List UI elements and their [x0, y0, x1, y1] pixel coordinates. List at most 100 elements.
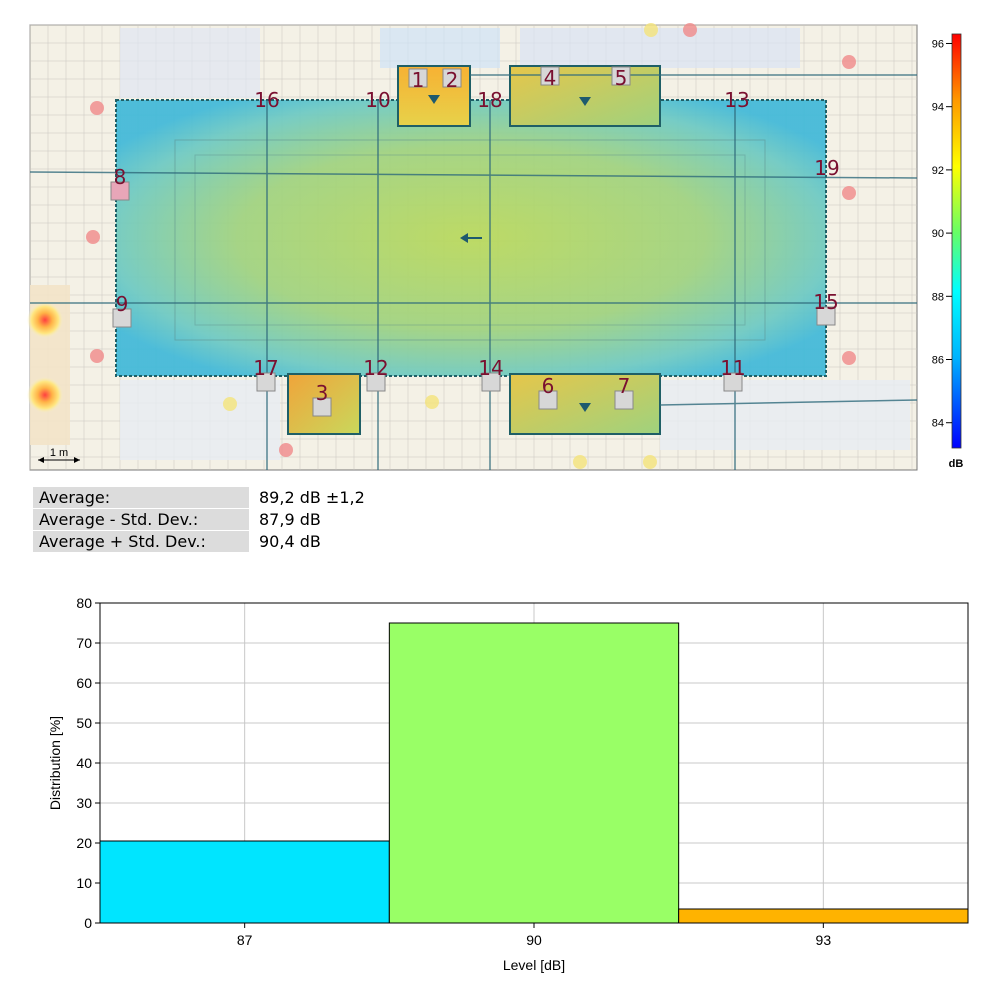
measurement-point-11: 11 [720, 356, 745, 380]
fixture-dot [223, 397, 237, 411]
measurement-point-18: 18 [477, 88, 502, 112]
colorbar-tick-label: 88 [932, 291, 944, 303]
measurement-point-15: 15 [813, 290, 838, 314]
measurement-marker [110, 181, 130, 201]
y-axis-label: Distribution [%] [47, 716, 63, 810]
heatmap-panel: 1 2 3 4 5 6 7 8 9 10 11 12 13 14 15 16 17 18 19 1 m dB 84 8… [0, 0, 1000, 480]
court-line [194, 154, 746, 326]
measurement-marker [611, 66, 631, 86]
stat-value: 87,9 dB [259, 510, 321, 529]
fixture-dot [90, 349, 104, 363]
measurement-marker [481, 372, 501, 392]
y-tick-label: 70 [76, 635, 92, 651]
measurement-marker [816, 306, 836, 326]
fixtures [86, 23, 856, 469]
room [520, 28, 800, 68]
x-axis-label: Level [dB] [503, 957, 565, 973]
measurement-point-14: 14 [478, 356, 503, 380]
scale-label: 1 m [50, 447, 68, 459]
histogram-bar-90 [388, 622, 680, 924]
measurement-marker [723, 372, 743, 392]
room [380, 28, 500, 68]
histogram-bars [99, 622, 969, 924]
colorbar-unit: dB [949, 458, 964, 470]
room [120, 28, 260, 98]
x-tick-label: 93 [816, 932, 832, 948]
colorbar-tick-label: 90 [932, 228, 944, 240]
measurement-point-12: 12 [363, 356, 388, 380]
hotspot [27, 302, 63, 338]
fixture-dot [842, 55, 856, 69]
measurement-point-3: 3 [316, 381, 329, 405]
fixture-dot [86, 230, 100, 244]
histogram-chart: 0 10 20 30 40 50 60 70 80 87 90 93 Level [dB] Dist… [47, 595, 969, 973]
y-tick-label: 50 [76, 715, 92, 731]
measurement-point-13: 13 [724, 88, 749, 112]
direction-arrows [428, 95, 591, 412]
fixture-dot [842, 186, 856, 200]
histogram-bar-93 [678, 908, 969, 924]
colorbar-tick-label: 84 [932, 418, 944, 430]
fixture-dot [842, 351, 856, 365]
measurement-point-4: 4 [544, 66, 557, 90]
measurement-point-9: 9 [116, 292, 129, 316]
connector-lines [29, 74, 918, 470]
measurement-marker [408, 68, 428, 88]
x-tick-label: 90 [526, 932, 542, 948]
measurement-marker [540, 66, 560, 86]
y-tick-label: 60 [76, 675, 92, 691]
measurement-marker [256, 372, 276, 392]
colorbar-tick-label: 94 [932, 102, 944, 114]
measurement-point-8: 8 [114, 165, 127, 189]
fixture-dot [644, 23, 658, 37]
y-axis-ticks: 0 10 20 30 40 50 60 70 80 [76, 595, 100, 931]
statistics-table: Average: 89,2 dB ±1,2 Average - Std. Dev… [33, 487, 365, 553]
y-tick-label: 30 [76, 795, 92, 811]
colorbar-tick-label: 92 [932, 165, 944, 177]
fixture-dot [90, 101, 104, 115]
hotspot [27, 377, 63, 413]
scale-bar: 1 m [38, 447, 80, 463]
measurement-point-6: 6 [542, 374, 555, 398]
measurement-point-2: 2 [446, 68, 459, 92]
measurement-marker [442, 68, 462, 88]
stat-value: 89,2 dB ±1,2 [259, 488, 365, 507]
measurement-point-16: 16 [254, 88, 279, 112]
fixture-dot [643, 455, 657, 469]
distribution-histogram: 0 10 20 30 40 50 60 70 80 87 90 93 Level [dB] Dist… [0, 580, 1000, 1000]
x-tick-label: 87 [237, 932, 253, 948]
fixture-dot [425, 395, 439, 409]
heat-zone-4-5 [509, 65, 661, 127]
court-line [174, 139, 766, 341]
y-tick-label: 80 [76, 595, 92, 611]
room [660, 380, 910, 450]
stat-value: 90,4 dB [259, 532, 321, 551]
measurement-marker [112, 308, 132, 328]
measurement-point-10: 10 [365, 88, 390, 112]
measurement-point-1: 1 [412, 68, 425, 92]
measurement-point-5: 5 [615, 66, 628, 90]
measurement-point-17: 17 [253, 356, 278, 380]
heat-zone-3 [287, 373, 361, 435]
colorbar-tick-label: 86 [932, 355, 944, 367]
colorbar-tick-label: 96 [932, 38, 944, 50]
room [120, 380, 280, 460]
stat-label: Average - Std. Dev.: [33, 509, 249, 530]
stat-label: Average + Std. Dev.: [33, 531, 249, 552]
measurement-point-7: 7 [618, 374, 631, 398]
stat-row-average: Average: 89,2 dB ±1,2 [33, 487, 365, 508]
measurement-marker [538, 390, 558, 410]
histogram-bar-87 [99, 840, 390, 924]
y-tick-label: 40 [76, 755, 92, 771]
stat-row-plus-std: Average + Std. Dev.: 90,4 dB [33, 531, 365, 552]
stat-row-minus-std: Average - Std. Dev.: 87,9 dB [33, 509, 365, 530]
fixture-dot [279, 443, 293, 457]
fixture-dot [683, 23, 697, 37]
x-axis-ticks: 87 90 93 [237, 923, 831, 948]
stat-label: Average: [33, 487, 249, 508]
y-tick-label: 10 [76, 875, 92, 891]
measurement-marker [366, 372, 386, 392]
colorbar-gradient [951, 33, 962, 449]
